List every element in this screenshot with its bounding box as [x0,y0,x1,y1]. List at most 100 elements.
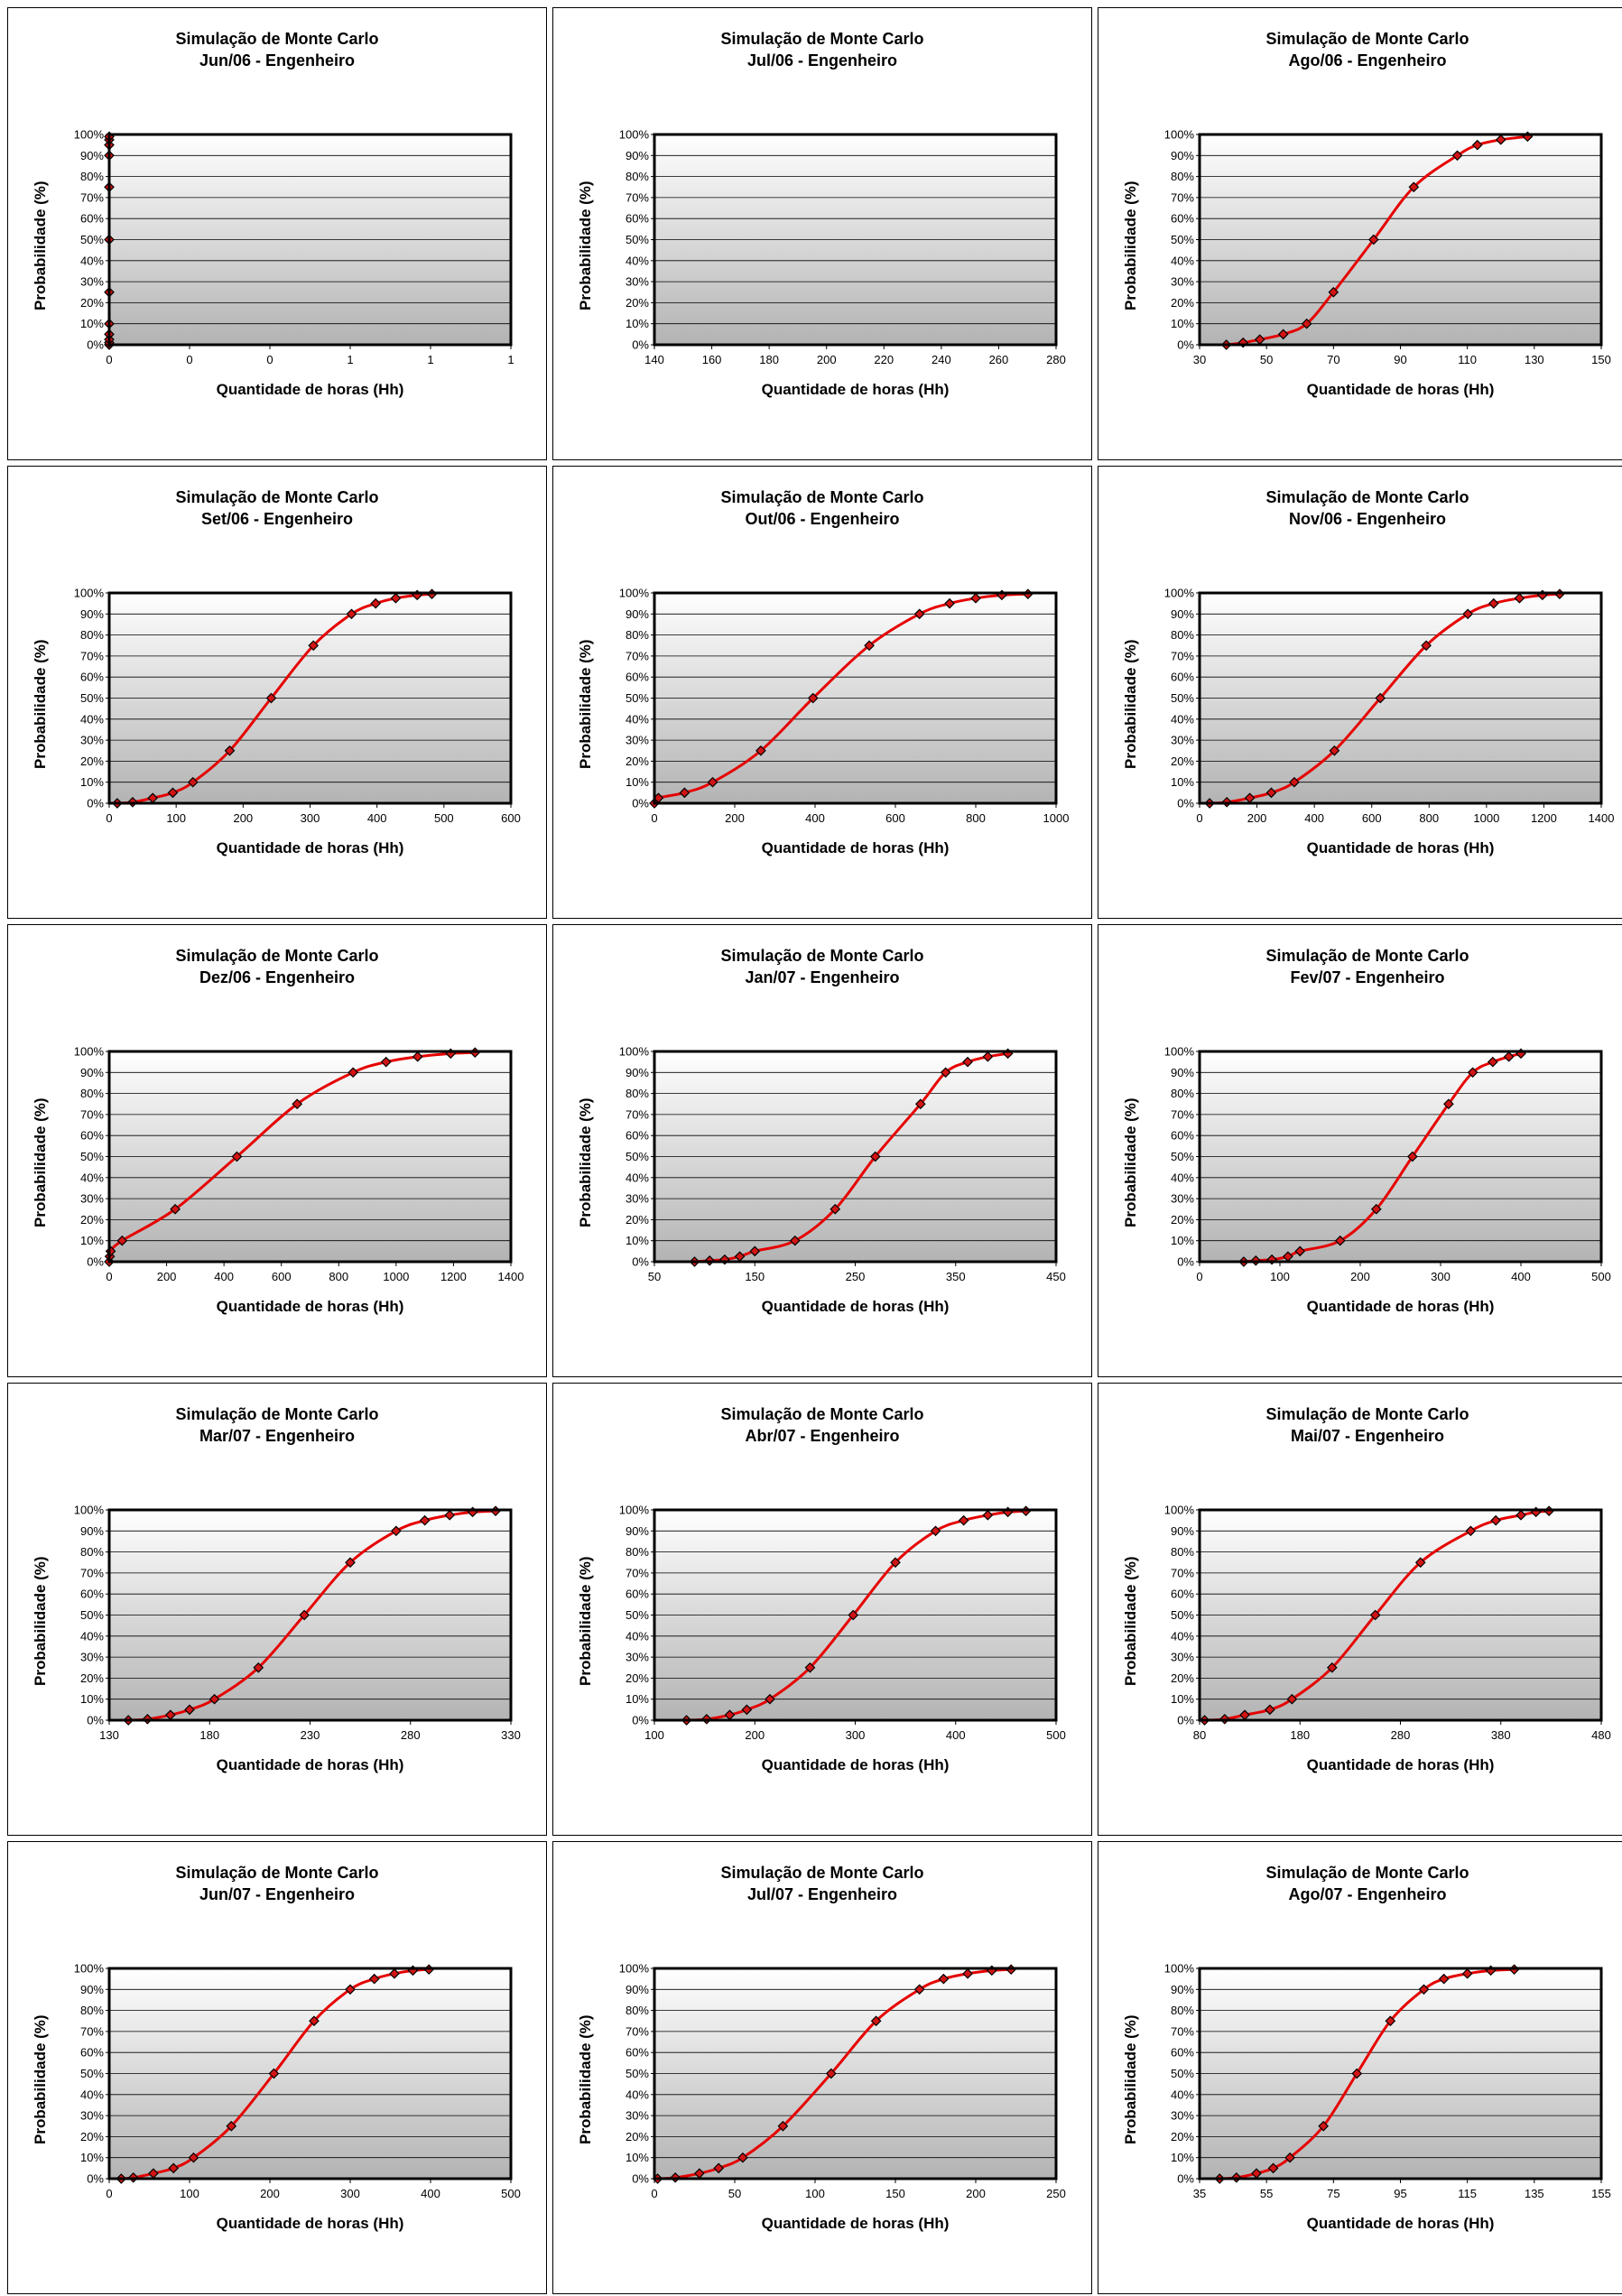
y-tick-label: 100% [74,128,105,142]
x-tick-label: 280 [401,1728,421,1742]
y-tick-label: 70% [80,190,104,204]
y-tick-label: 30% [1171,275,1194,289]
y-tick-label: 30% [626,1651,649,1664]
data-point [1334,1235,1346,1246]
x-tick-label: 90 [1394,353,1406,366]
chart-svg: 0% 10% 20% 30% 40% 50% 60% 70% 80% 90% 100% 0 100 200… [74,587,521,826]
chart-subtitle: Jul/07 - Engenheiro [746,1885,898,1903]
x-tick-label: 130 [99,1728,119,1742]
chart-panel: Simulação de Monte Carlo Set/06 - Engenhe… [7,466,547,919]
chart-title-block: Simulação de Monte Carlo Jun/07 - Engenhe… [8,1862,546,1905]
data-point [187,776,199,788]
chart-svg: 0% 10% 20% 30% 40% 50% 60% 70% 80% 90% 100% 0 100 200… [74,1962,521,2201]
y-tick-label: 10% [626,775,649,789]
data-point [913,1984,925,1995]
data-point [679,787,691,799]
x-tick-label: 0 [106,353,112,366]
y-tick-label: 50% [1171,1608,1194,1622]
chart-title: Simulação de Monte Carlo [1265,1864,1469,1882]
data-point [105,1245,116,1257]
chart-svg: 0% 10% 20% 30% 40% 50% 60% 70% 80% 90% 100% 30 50 70 9… [1164,128,1611,367]
x-axis-label: Quantidade de horas (Hh) [1306,381,1495,398]
data-point [116,1235,128,1246]
x-tick-label: 70 [1327,353,1339,366]
y-tick-label: 40% [1171,1629,1194,1643]
y-tick-label: 70% [1171,1566,1194,1579]
y-tick-label: 100% [619,587,650,600]
y-tick-label: 10% [626,1234,649,1247]
chart-title-block: Simulação de Monte Carlo Jul/06 - Engenhe… [553,28,1091,71]
y-tick-label: 60% [80,2046,104,2060]
data-point [962,1967,973,1979]
y-tick-label: 0% [1177,338,1194,352]
y-tick-label: 50% [80,1150,104,1163]
x-tick-label: 300 [340,2187,360,2200]
y-axis-label: Probabilidade (%) [577,638,594,769]
y-axis-label: Probabilidade (%) [577,1555,594,1686]
data-point [168,2162,180,2174]
chart-title: Simulação de Monte Carlo [1265,947,1469,965]
x-tick-label: 240 [931,353,951,366]
data-point [1294,1245,1306,1257]
x-tick-label: 400 [421,2187,440,2200]
y-tick-label: 10% [80,1692,104,1706]
data-point [1488,597,1499,609]
y-tick-label: 80% [80,628,104,642]
chart-panel: Simulação de Monte Carlo Jun/07 - Engenhe… [7,1841,547,2294]
chart-title-block: Simulação de Monte Carlo Mai/07 - Engenhe… [1098,1403,1622,1447]
data-point [391,1525,402,1537]
x-tick-label: 0 [651,2187,657,2200]
data-point [308,640,320,652]
plot-border [1198,591,1603,805]
y-axis-label: Probabilidade (%) [577,1097,594,1227]
y-tick-label: 60% [626,1588,649,1601]
y-tick-label: 50% [626,691,649,705]
x-axis-label: Quantidade de horas (Hh) [216,1756,404,1773]
x-axis-label: Quantidade de horas (Hh) [216,839,404,856]
chart-panel: Simulação de Monte Carlo Nov/06 - Engenhe… [1098,466,1622,919]
x-tick-label: 300 [1431,1270,1451,1283]
y-tick-label: 70% [80,649,104,662]
x-tick-label: 500 [1046,1728,1066,1742]
y-tick-label: 100% [74,1045,105,1059]
chart-panel: Simulação de Monte Carlo Mai/07 - Engenhe… [1098,1383,1622,1836]
y-tick-label: 0% [87,1255,104,1269]
y-tick-label: 60% [80,1129,104,1143]
y-axis-label: Probabilidade (%) [577,180,594,310]
y-tick-label: 50% [1171,233,1194,246]
y-tick-label: 100% [1164,128,1195,142]
data-point [914,1098,926,1110]
y-tick-label: 90% [626,149,649,162]
x-tick-label: 130 [1525,353,1544,366]
y-tick-label: 100% [1164,1045,1195,1059]
y-tick-label: 90% [1171,1066,1194,1079]
data-point [1503,1051,1515,1062]
data-point [789,1235,801,1246]
y-tick-label: 70% [1171,2024,1194,2038]
chart-title-block: Simulação de Monte Carlo Fev/07 - Engenhe… [1098,945,1622,988]
x-tick-label: 55 [1260,2187,1273,2200]
y-tick-label: 30% [80,734,104,747]
y-tick-label: 20% [80,1671,104,1685]
y-tick-label: 100% [1164,587,1195,600]
chart-title-block: Simulação de Monte Carlo Ago/07 - Engenhe… [1098,1862,1622,1905]
y-tick-label: 60% [80,212,104,226]
data-point [226,2120,237,2132]
y-tick-label: 50% [80,691,104,705]
x-tick-label: 0 [106,811,112,825]
data-point [380,1056,392,1068]
y-tick-label: 30% [80,275,104,289]
plot-border [1198,1508,1603,1722]
chart-title-block: Simulação de Monte Carlo Out/06 - Engenhe… [553,486,1091,530]
x-tick-label: 800 [329,1270,348,1283]
y-tick-label: 70% [626,1566,649,1579]
y-tick-label: 80% [80,2004,104,2017]
y-tick-label: 0% [632,797,649,810]
y-tick-label: 60% [80,1588,104,1601]
data-point [869,1151,881,1162]
x-tick-label: 1000 [383,1270,409,1283]
data-point [940,1067,951,1079]
data-point [707,776,718,788]
y-tick-label: 0% [87,1714,104,1727]
y-tick-label: 90% [1171,607,1194,621]
